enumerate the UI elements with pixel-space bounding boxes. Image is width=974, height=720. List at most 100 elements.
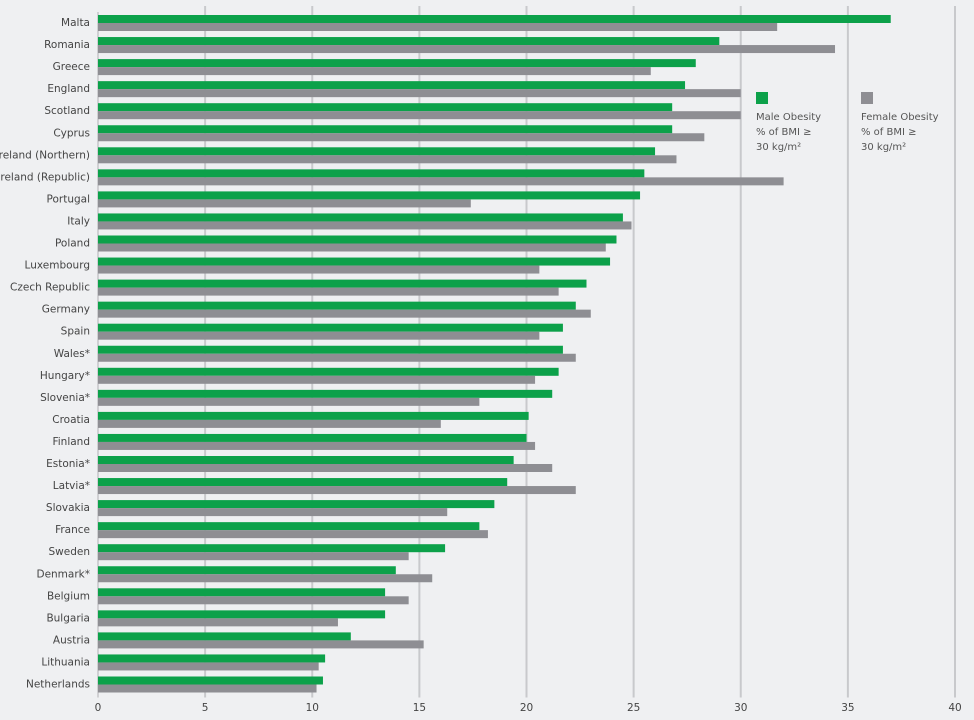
legend-text: Female Obesity (861, 112, 939, 123)
bar-male (98, 257, 611, 266)
bar-male (98, 323, 563, 332)
x-tick-label: 30 (734, 702, 747, 714)
bar-female (98, 23, 778, 31)
bar-female (98, 618, 338, 627)
bar-female (98, 640, 424, 649)
category-label: Poland (55, 238, 90, 250)
legend-text: 30 kg/m² (861, 142, 906, 153)
bar-male (98, 147, 656, 156)
category-label: Croatia (52, 414, 90, 426)
bar-male (98, 566, 396, 575)
bar-female (98, 662, 319, 671)
bar-male (98, 103, 673, 112)
bar-female (98, 155, 677, 164)
bar-male (98, 654, 326, 663)
bar-male (98, 125, 673, 134)
category-label: Belgium (47, 590, 90, 602)
category-label: France (55, 524, 90, 536)
legend-swatch-female (861, 92, 873, 104)
bar-male (98, 676, 323, 685)
bar-female (98, 684, 317, 693)
bar-male (98, 500, 495, 509)
category-label: Estonia* (46, 458, 90, 470)
legend-text: Male Obesity (756, 112, 821, 123)
bar-female (98, 177, 784, 186)
legend-text: % of BMI ≥ (861, 127, 917, 138)
bar-male (98, 367, 559, 376)
bar-male (98, 456, 514, 464)
category-label: England (47, 83, 90, 95)
x-tick-label: 25 (627, 702, 640, 714)
bar-male (98, 610, 386, 619)
legend-swatch-male (756, 92, 768, 104)
bar-female (98, 243, 606, 252)
bar-female (98, 309, 591, 318)
category-label: Malta (61, 17, 90, 29)
bar-male (98, 411, 529, 420)
bar-male (98, 433, 527, 442)
legend-text: 30 kg/m² (756, 142, 801, 153)
x-tick-label: 5 (202, 702, 209, 714)
bar-male (98, 544, 446, 553)
bar-female (98, 89, 741, 98)
bar-female (98, 419, 441, 428)
bar-male (98, 59, 696, 68)
bar-female (98, 221, 632, 230)
bar-male (98, 345, 563, 354)
bar-female (98, 67, 651, 76)
bar-female (98, 287, 559, 296)
category-label: Greece (53, 61, 90, 73)
bar-female (98, 530, 488, 539)
category-label: Sweden (49, 546, 91, 558)
bar-male (98, 522, 480, 531)
bar-female (98, 265, 540, 274)
category-label: Scotland (44, 105, 90, 117)
x-tick-label: 35 (841, 702, 854, 714)
bar-male (98, 191, 641, 200)
x-tick-label: 40 (948, 702, 961, 714)
bar-female (98, 486, 576, 495)
bar-female (98, 45, 836, 54)
bar-male (98, 235, 617, 244)
category-label: Austria (53, 634, 90, 646)
legend-text: % of BMI ≥ (756, 127, 812, 138)
bar-male (98, 478, 508, 487)
category-label: Finland (52, 436, 90, 448)
bar-male (98, 389, 553, 398)
bar-female (98, 508, 448, 517)
bar-male (98, 37, 720, 46)
category-label: Luxembourg (25, 260, 90, 272)
bar-male (98, 632, 351, 641)
bar-male (98, 213, 623, 222)
bar-male (98, 279, 587, 288)
x-tick-label: 0 (95, 702, 102, 714)
bar-female (98, 397, 480, 406)
bar-male (98, 81, 686, 90)
bar-female (98, 199, 471, 208)
category-label: Czech Republic (10, 282, 90, 294)
category-label: Denmark* (36, 568, 90, 580)
bar-female (98, 596, 409, 605)
bar-female (98, 111, 741, 120)
category-label: Cyprus (53, 127, 90, 139)
category-label: Bulgaria (46, 612, 90, 624)
bar-female (98, 574, 433, 583)
category-label: Slovenia* (40, 392, 90, 404)
bar-female (98, 464, 553, 472)
x-tick-label: 20 (520, 702, 533, 714)
category-label: Slovakia (46, 502, 90, 514)
category-label: Netherlands (26, 679, 90, 691)
bar-female (98, 552, 409, 561)
category-label: Ireland (Republic) (0, 171, 90, 183)
x-tick-label: 15 (413, 702, 426, 714)
category-label: Italy (67, 215, 90, 227)
category-label: Hungary* (40, 370, 90, 382)
category-label: Spain (61, 326, 90, 338)
category-label: Lithuania (41, 656, 90, 668)
category-label: Germany (42, 304, 90, 316)
bar-male (98, 588, 386, 597)
bar-female (98, 441, 536, 450)
bar-female (98, 353, 576, 362)
category-label: Latvia* (53, 480, 90, 492)
